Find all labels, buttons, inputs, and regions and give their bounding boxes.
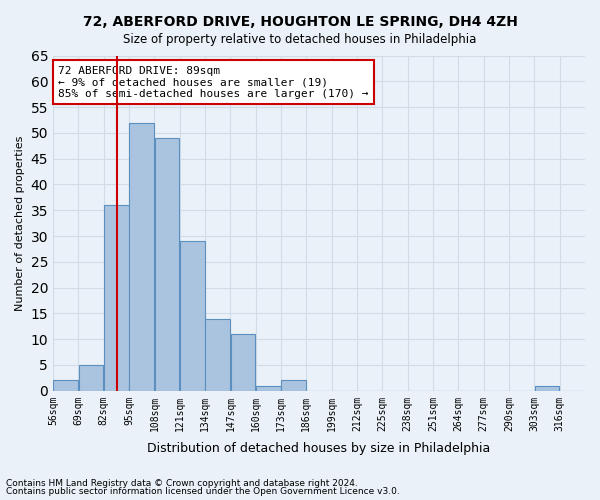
Y-axis label: Number of detached properties: Number of detached properties xyxy=(15,136,25,311)
Text: Size of property relative to detached houses in Philadelphia: Size of property relative to detached ho… xyxy=(124,32,476,46)
Bar xyxy=(281,380,306,391)
Bar xyxy=(230,334,256,391)
Bar xyxy=(205,318,230,391)
Bar xyxy=(535,386,559,391)
Bar xyxy=(129,122,154,391)
Bar xyxy=(256,386,281,391)
Text: Contains HM Land Registry data © Crown copyright and database right 2024.: Contains HM Land Registry data © Crown c… xyxy=(6,478,358,488)
Bar xyxy=(155,138,179,391)
Bar xyxy=(180,241,205,391)
Bar xyxy=(53,380,78,391)
Text: 72 ABERFORD DRIVE: 89sqm
← 9% of detached houses are smaller (19)
85% of semi-de: 72 ABERFORD DRIVE: 89sqm ← 9% of detache… xyxy=(58,66,369,99)
Text: Contains public sector information licensed under the Open Government Licence v3: Contains public sector information licen… xyxy=(6,487,400,496)
Text: 72, ABERFORD DRIVE, HOUGHTON LE SPRING, DH4 4ZH: 72, ABERFORD DRIVE, HOUGHTON LE SPRING, … xyxy=(83,15,517,29)
X-axis label: Distribution of detached houses by size in Philadelphia: Distribution of detached houses by size … xyxy=(148,442,491,455)
Bar xyxy=(79,365,103,391)
Bar xyxy=(104,205,129,391)
